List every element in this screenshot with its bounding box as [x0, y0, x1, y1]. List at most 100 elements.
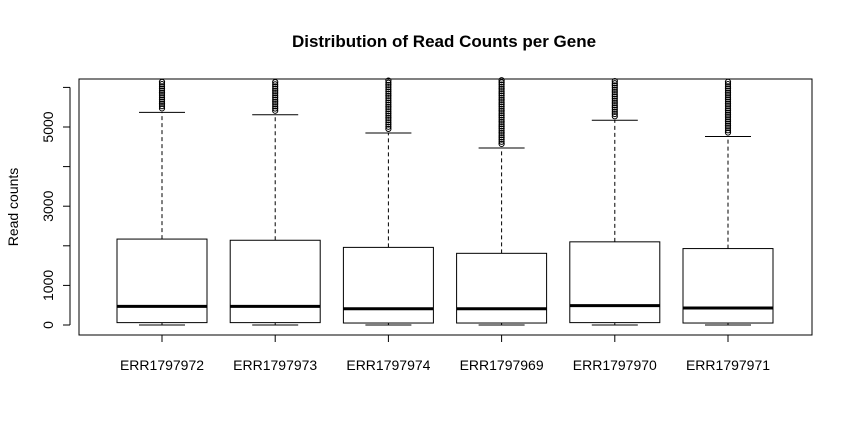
outlier-point — [724, 109, 732, 116]
outlier-point — [611, 99, 618, 107]
outlier-point — [611, 91, 618, 98]
outlier-point — [272, 94, 279, 101]
outlier-point — [385, 92, 392, 100]
outlier-point — [385, 108, 392, 115]
outlier-point — [611, 110, 618, 118]
outlier-point — [385, 121, 392, 128]
outlier-point — [272, 79, 279, 86]
outlier-point — [272, 92, 279, 99]
iqr-box — [342, 246, 434, 324]
outlier-point — [611, 106, 618, 113]
outlier-point — [385, 101, 392, 108]
outlier-point — [498, 116, 505, 123]
outlier-point — [611, 88, 618, 96]
outlier-point — [385, 77, 392, 84]
outlier-point — [158, 81, 166, 88]
outlier-point — [611, 113, 618, 120]
outlier-point — [158, 96, 166, 103]
box-ERR1797969 — [456, 77, 548, 326]
outlier-point — [158, 87, 166, 94]
outlier-point — [158, 78, 166, 86]
outlier-point — [385, 88, 392, 95]
outlier-point — [498, 123, 505, 130]
iqr-box — [229, 239, 321, 324]
iqr-box — [569, 241, 661, 324]
outlier-point — [724, 114, 732, 121]
outlier-point — [385, 86, 392, 93]
outlier-point — [724, 129, 732, 136]
y-axis: 0 1000 3000 5000 — [40, 86, 71, 329]
x-tick-label: ERR1797972 — [120, 357, 204, 373]
outlier-point — [385, 125, 392, 133]
outlier-point — [158, 92, 166, 99]
outlier-point — [498, 81, 505, 88]
iqr-box — [116, 238, 208, 324]
outlier-point — [724, 98, 732, 105]
outlier-point — [385, 110, 392, 117]
outlier-point — [611, 97, 618, 104]
outlier-point — [724, 96, 732, 103]
chart-title: Distribution of Read Counts per Gene — [292, 32, 596, 51]
outlier-point — [724, 116, 732, 123]
outlier-point — [158, 103, 166, 110]
x-tick-label: ERR1797974 — [346, 357, 430, 373]
outlier-point — [498, 85, 505, 93]
outlier-point — [724, 127, 732, 134]
outlier-point — [724, 105, 732, 112]
outlier-point — [385, 97, 392, 104]
outlier-point — [385, 79, 392, 86]
outlier-point — [385, 90, 392, 97]
outlier-point — [724, 100, 732, 108]
box-ERR1797971 — [682, 78, 774, 326]
outlier-point — [611, 77, 618, 85]
outlier-point — [724, 83, 732, 90]
y-tick-label: 5000 — [40, 111, 56, 142]
outlier-point — [498, 99, 505, 106]
iqr-box — [456, 252, 548, 324]
outlier-point — [385, 99, 392, 106]
outlier-point — [498, 94, 505, 101]
outlier-point — [498, 110, 505, 117]
outlier-point — [611, 80, 618, 87]
outlier-point — [272, 85, 279, 92]
outlier-point — [498, 114, 505, 121]
outlier-point — [724, 118, 732, 125]
outlier-point — [498, 105, 505, 112]
outlier-point — [498, 140, 505, 148]
outlier-point — [385, 106, 392, 113]
outlier-point — [724, 107, 732, 114]
outlier-point — [611, 84, 618, 91]
outlier-point — [158, 100, 166, 108]
outlier-point — [498, 138, 505, 145]
outlier-point — [724, 81, 732, 88]
outlier-point — [158, 89, 166, 97]
outlier-point — [498, 77, 505, 84]
outlier-point — [385, 117, 392, 124]
outlier-point — [498, 103, 505, 110]
y-tick-label: 1000 — [40, 270, 56, 301]
box-ERR1797973 — [229, 79, 321, 326]
outlier-point — [611, 108, 618, 115]
outlier-point — [158, 85, 166, 92]
outlier-point — [385, 119, 392, 126]
outlier-point — [272, 87, 279, 95]
x-axis-labels: ERR1797972 ERR1797973 ERR1797974 ERR1797969… — [120, 334, 770, 373]
outlier-point — [272, 105, 279, 112]
outlier-point — [385, 95, 392, 102]
outlier-point — [498, 136, 505, 143]
x-tick-label: ERR1797971 — [686, 357, 770, 373]
box-ERR1797972 — [116, 78, 208, 326]
outlier-point — [385, 112, 392, 119]
outlier-point — [611, 86, 618, 93]
outlier-point — [611, 82, 618, 89]
y-axis-label: Read counts — [5, 168, 21, 247]
outlier-point — [498, 112, 505, 119]
outlier-point — [272, 107, 279, 114]
box-ERR1797970 — [569, 77, 661, 326]
x-tick-label: ERR1797973 — [233, 357, 317, 373]
outlier-point — [724, 111, 732, 119]
outlier-point — [498, 125, 505, 132]
outlier-point — [498, 134, 505, 141]
x-tick-label: ERR1797970 — [573, 357, 657, 373]
